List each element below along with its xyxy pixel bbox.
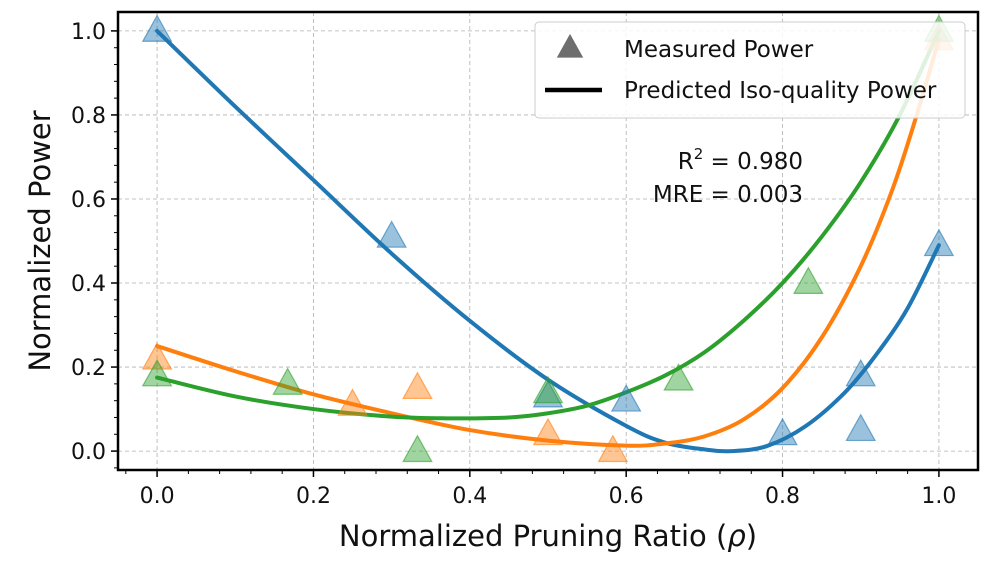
r-squared-label: R [678, 149, 694, 175]
measured-point-green [141, 358, 173, 387]
measured-point-blue [610, 384, 642, 412]
measured-point-orange [597, 434, 629, 463]
legend-marker-triangle-icon [556, 33, 584, 58]
measured-point-blue [532, 379, 564, 408]
mre-annotation: MRE = 0.003 [653, 182, 803, 208]
x-axis-title-symbol: ρ [727, 519, 746, 553]
x-tick-label: 0.6 [609, 484, 644, 509]
measured-point-orange [402, 371, 433, 400]
y-axis-title: Normalized Power [23, 110, 57, 371]
y-tick-label: 0.2 [71, 356, 106, 381]
measured-point-orange [532, 417, 564, 446]
r-squared-superscript: 2 [694, 145, 704, 163]
y-tick-label: 1.0 [71, 20, 106, 45]
x-tick-label: 0.4 [452, 484, 487, 509]
predicted-curve-orange [155, 37, 941, 448]
legend-label-measured: Measured Power [624, 37, 814, 63]
measured-point-blue [767, 417, 798, 446]
measured-point-blue [923, 228, 955, 257]
x-tick-label: 0.8 [765, 484, 800, 509]
legend-box [534, 21, 966, 119]
y-tick-label: 0.4 [71, 272, 106, 297]
legend-label-predicted: Predicted Iso-quality Power [624, 78, 937, 104]
x-tick-label: 0.0 [140, 484, 175, 509]
measured-point-orange [141, 342, 173, 370]
measured-point-blue [141, 14, 173, 42]
measured-point-green [663, 363, 694, 391]
y-tick-label: 0.8 [71, 104, 106, 129]
r-squared-annotation: R2 = 0.980 [678, 145, 803, 175]
x-tick-label: 0.2 [296, 484, 331, 509]
measured-point-orange [337, 388, 368, 416]
r-squared-value: = 0.980 [703, 149, 803, 175]
plot-frame [116, 10, 980, 472]
measured-point-green [272, 367, 303, 395]
measured-point-green [402, 434, 433, 463]
x-axis-title-close: ) [746, 519, 757, 553]
legend: Measured Power Predicted Iso-quality Pow… [534, 21, 966, 119]
y-tick-label: 0.0 [71, 440, 106, 465]
x-axis-title-text: Normalized Pruning Ratio ( [339, 519, 727, 553]
curve-layer [155, 28, 941, 454]
measured-point-green [532, 375, 564, 404]
x-tick-label: 1.0 [921, 484, 956, 509]
measured-point-blue [845, 358, 877, 387]
predicted-curve-blue [155, 28, 941, 454]
measured-point-blue [845, 413, 877, 442]
measured-point-blue [376, 220, 407, 248]
predicted-curve-green [155, 28, 941, 421]
y-tick-label: 0.6 [71, 188, 106, 213]
measured-point-green [793, 266, 824, 294]
x-axis-title: Normalized Pruning Ratio (ρ) [339, 519, 757, 553]
tick-layer: 0.0 0.2 0.4 0.6 0.8 1.0 0.0 0.2 0.4 0.6 0.8 1.0 [71, 20, 956, 509]
